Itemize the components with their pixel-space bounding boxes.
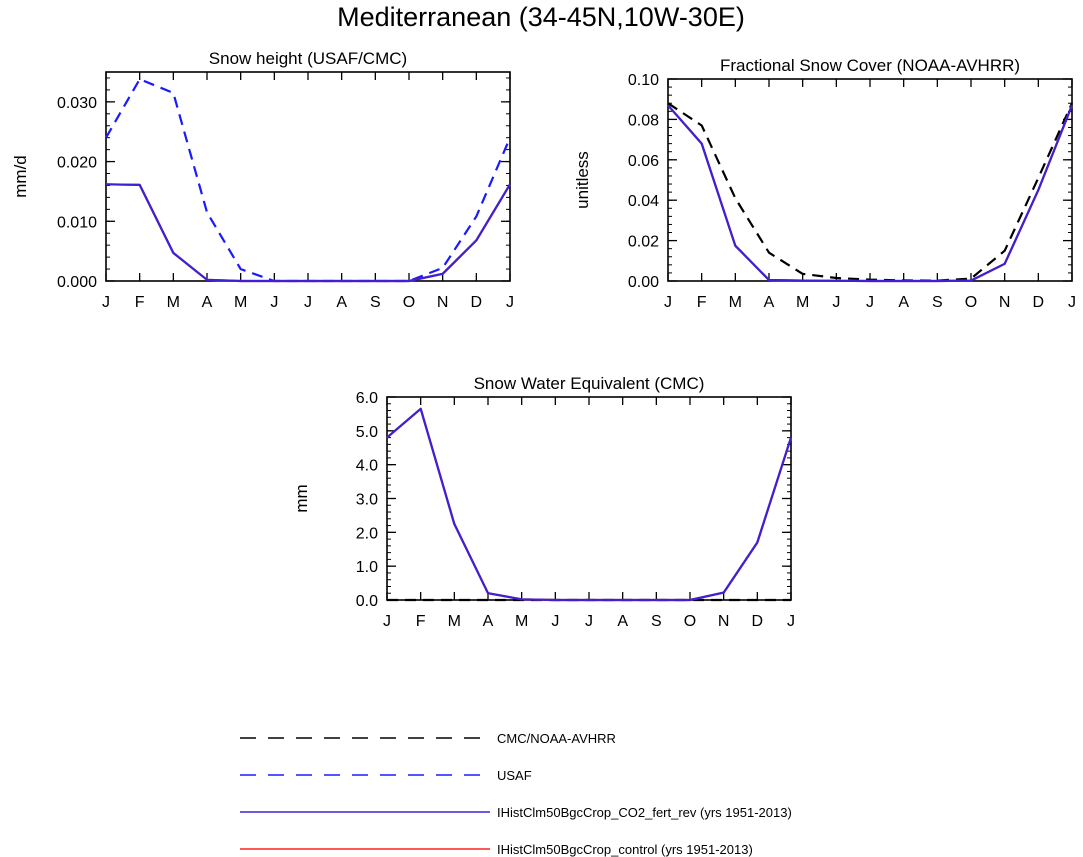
y-tick-label: 0.04 <box>628 193 659 210</box>
y-axis-label: mm <box>292 484 311 512</box>
x-tick-label: O <box>684 613 696 630</box>
x-tick-label: J <box>585 613 593 630</box>
x-tick-label: A <box>764 294 775 311</box>
legend-label-usaf: USAF <box>497 768 532 783</box>
series-line-1 <box>105 78 512 283</box>
x-tick-label: D <box>471 294 483 311</box>
y-tick-label: 0.0 <box>356 593 378 610</box>
x-tick-label: S <box>651 613 662 630</box>
panel-1: Snow height (USAF/CMC)mm/dJ F M A M J J A S O N D J0… <box>11 49 514 311</box>
figure-title: Mediterranean (34-45N,10W-30E) <box>337 2 745 32</box>
x-tick-label: J <box>270 294 278 311</box>
x-tick-label: A <box>617 613 628 630</box>
x-tick-label: A <box>898 294 909 311</box>
x-tick-label: N <box>718 613 730 630</box>
panel-title: Snow Water Equivalent (CMC) <box>474 374 705 393</box>
x-tick-label: N <box>437 294 449 311</box>
x-tick-label: D <box>752 613 764 630</box>
x-tick-label: M <box>515 613 528 630</box>
y-tick-label: 0.08 <box>628 112 659 129</box>
series-line-1 <box>667 102 1074 282</box>
x-tick-label: A <box>336 294 347 311</box>
legend-label-co2: IHistClm50BgcCrop_CO2_fert_rev (yrs 1951… <box>497 805 792 820</box>
y-tick-label: 4.0 <box>356 458 378 475</box>
panel-title: Snow height (USAF/CMC) <box>209 49 407 68</box>
series-line-3 <box>105 183 511 283</box>
x-tick-label: F <box>135 294 145 311</box>
x-tick-label: S <box>370 294 381 311</box>
series-line-3 <box>386 407 793 602</box>
x-tick-label: J <box>506 294 514 311</box>
x-tick-label: A <box>483 613 494 630</box>
y-tick-label: 0.10 <box>628 72 659 89</box>
series-line-2 <box>667 104 1074 283</box>
y-tick-label: 6.0 <box>356 390 378 407</box>
y-tick-label: 0.02 <box>628 234 659 251</box>
legend: CMC/NOAA-AVHRR USAF IHistClm50BgcCrop_CO2_… <box>240 731 792 857</box>
legend-label-control: IHistClm50BgcCrop_control (yrs 1951-2013… <box>497 842 753 857</box>
y-tick-label: 0.000 <box>57 274 97 291</box>
x-tick-label: J <box>383 613 391 630</box>
x-tick-label: J <box>1068 294 1076 311</box>
x-tick-label: J <box>866 294 874 311</box>
series-line-3 <box>667 104 1074 283</box>
panel-title: Fractional Snow Cover (NOAA-AVHRR) <box>720 56 1020 75</box>
x-tick-label: F <box>697 294 707 311</box>
x-tick-label: J <box>664 294 672 311</box>
x-tick-label: N <box>999 294 1011 311</box>
y-axis-label: mm/d <box>11 155 30 198</box>
x-tick-label: J <box>102 294 110 311</box>
x-tick-label: J <box>551 613 559 630</box>
y-tick-label: 0.06 <box>628 153 659 170</box>
y-tick-label: 0.00 <box>628 274 659 291</box>
x-tick-label: S <box>932 294 943 311</box>
y-tick-label: 0.010 <box>57 214 97 231</box>
plot-frame <box>105 71 511 282</box>
panel-3: Snow Water Equivalent (CMC) mm J F M A M J J A S O N… <box>292 374 795 630</box>
x-tick-label: J <box>787 613 795 630</box>
x-tick-label: J <box>304 294 312 311</box>
panels: Snow height (USAF/CMC)mm/dJ F M A M J J A S O N D J0… <box>11 49 1076 630</box>
x-tick-label: F <box>416 613 426 630</box>
x-tick-label: O <box>965 294 977 311</box>
x-tick-label: J <box>832 294 840 311</box>
legend-label-cmc: CMC/NOAA-AVHRR <box>497 731 616 746</box>
y-tick-label: 3.0 <box>356 492 378 509</box>
y-tick-label: 1.0 <box>356 559 378 576</box>
x-tick-label: A <box>202 294 213 311</box>
x-tick-label: O <box>403 294 415 311</box>
x-tick-label: D <box>1033 294 1045 311</box>
x-tick-label: M <box>729 294 742 311</box>
x-tick-label: M <box>167 294 180 311</box>
x-tick-label: M <box>796 294 809 311</box>
y-tick-label: 5.0 <box>356 424 378 441</box>
x-tick-label: M <box>234 294 247 311</box>
y-tick-label: 0.020 <box>57 155 97 172</box>
y-axis-label: unitless <box>573 151 592 209</box>
y-tick-label: 0.030 <box>57 95 97 112</box>
x-tick-label: M <box>448 613 461 630</box>
panel-2: Fractional Snow Cover (NOAA-AVHRR) unitle… <box>573 56 1076 311</box>
y-tick-label: 2.0 <box>356 525 378 542</box>
